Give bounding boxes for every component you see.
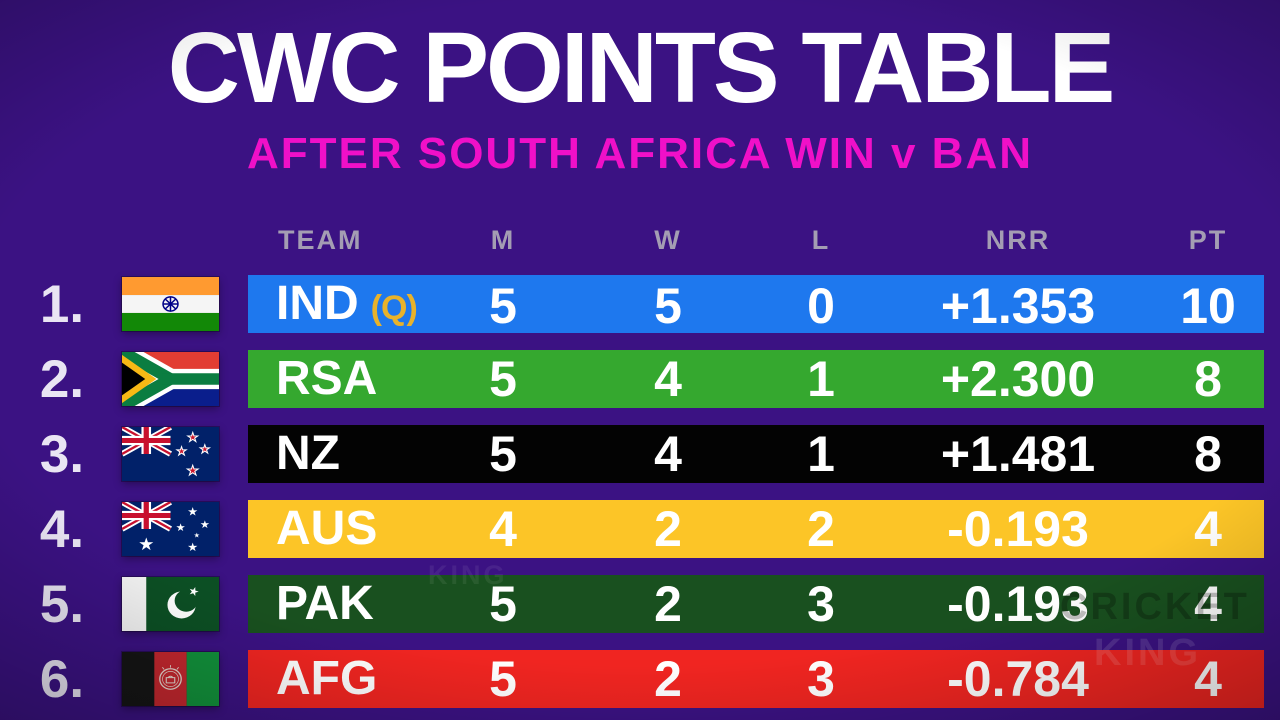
svg-text:★: ★ <box>176 521 186 534</box>
table-row: 6. AFG 5 2 3 -0. <box>0 649 1280 709</box>
svg-text:★: ★ <box>187 505 198 519</box>
rank-label: 2. <box>39 349 85 409</box>
table-header: TEAM M W L NRR PT <box>248 220 1264 260</box>
wins-value: 2 <box>654 501 682 557</box>
watermark-text: CRICKET <box>1060 586 1250 628</box>
table-row: 4. ★ ★ ★ ★ ★ ★ AUS <box>0 499 1280 559</box>
australia-flag-icon: ★ ★ ★ ★ ★ ★ <box>122 502 219 556</box>
losses-value: 0 <box>807 278 835 334</box>
table-row: 1. IND (Q) 5 5 0 +1.353 10 <box>0 274 1280 334</box>
matches-value: 5 <box>489 351 517 407</box>
matches-value: 5 <box>489 426 517 482</box>
svg-text:★: ★ <box>187 540 198 554</box>
watermark-text: KING <box>428 560 508 590</box>
team-bar: NZ 5 4 1 +1.481 8 <box>248 425 1264 483</box>
losses-value: 2 <box>807 501 835 557</box>
qualified-badge: (Q) <box>370 289 418 327</box>
column-header-losses: L <box>811 224 831 255</box>
losses-value: 1 <box>807 426 835 482</box>
india-flag-icon <box>122 277 219 331</box>
svg-text:★: ★ <box>176 444 187 458</box>
points-value: 8 <box>1194 351 1222 407</box>
nrr-value: -0.193 <box>947 501 1089 557</box>
table-row: 5. ★ PAK 5 2 3 -0.193 4 <box>0 574 1280 634</box>
team-bar: IND (Q) 5 5 0 +1.353 10 <box>248 275 1264 334</box>
team-bar: AUS 4 2 2 -0.193 4 <box>248 500 1264 558</box>
losses-value: 3 <box>807 576 835 632</box>
matches-value: 5 <box>489 576 517 632</box>
team-bar: AFG 5 2 3 -0.784 4 <box>248 650 1264 708</box>
svg-text:★: ★ <box>186 583 201 599</box>
points-value: 4 <box>1194 651 1222 707</box>
wins-value: 4 <box>654 351 682 407</box>
nrr-value: -0.784 <box>947 651 1089 707</box>
svg-text:★: ★ <box>200 518 210 531</box>
column-header-points: PT <box>1188 224 1228 255</box>
svg-text:★: ★ <box>187 431 199 446</box>
team-abbr: PAK <box>276 577 374 630</box>
rank-label: 3. <box>39 424 85 484</box>
matches-value: 5 <box>489 651 517 707</box>
team-abbr: AUS <box>276 502 378 555</box>
team-abbr: RSA <box>276 352 378 405</box>
page-title: CWC POINTS TABLE <box>167 12 1116 124</box>
column-header-team: TEAM <box>278 224 363 255</box>
team-abbr: AFG <box>276 652 378 705</box>
svg-text:★: ★ <box>199 442 210 456</box>
new-zealand-flag-icon: ★ ★ ★ ★ <box>122 427 219 481</box>
matches-value: 5 <box>489 278 517 334</box>
nrr-value: +1.353 <box>940 278 1096 334</box>
page-subtitle: AFTER SOUTH AFRICA WIN v BAN <box>246 129 1034 178</box>
points-value: 8 <box>1194 426 1222 482</box>
rank-label: 1. <box>39 274 85 334</box>
nrr-value: -0.193 <box>947 576 1089 632</box>
column-header-wins: W <box>654 224 682 255</box>
points-value: 10 <box>1180 278 1236 334</box>
watermark-text: KING <box>1094 632 1201 674</box>
team-abbr: NZ <box>276 427 340 480</box>
wins-value: 5 <box>654 278 682 334</box>
matches-value: 4 <box>489 501 517 557</box>
table-row: 3. ★ ★ ★ ★ NZ 5 4 1 <box>0 424 1280 484</box>
rank-label: 5. <box>39 574 85 634</box>
svg-text:★: ★ <box>194 532 200 540</box>
wins-value: 2 <box>654 576 682 632</box>
losses-value: 1 <box>807 351 835 407</box>
losses-value: 3 <box>807 651 835 707</box>
wins-value: 2 <box>654 651 682 707</box>
team-bar: RSA 5 4 1 +2.300 8 <box>248 350 1264 408</box>
nrr-value: +1.481 <box>940 426 1096 482</box>
points-value: 4 <box>1194 501 1222 557</box>
afghanistan-flag-icon <box>122 652 219 706</box>
rank-label: 6. <box>39 649 85 709</box>
svg-text:★: ★ <box>186 463 199 479</box>
team-bar: PAK 5 2 3 -0.193 4 <box>248 575 1264 633</box>
wins-value: 4 <box>654 426 682 482</box>
points-value: 4 <box>1194 576 1222 632</box>
svg-text:★: ★ <box>138 536 154 556</box>
rank-label: 4. <box>39 499 85 559</box>
team-abbr: IND <box>276 277 359 330</box>
column-header-nrr: NRR <box>985 224 1051 255</box>
column-header-matches: M <box>490 224 516 255</box>
table-row: 2. RSA 5 4 1 +2.300 8 <box>0 349 1280 409</box>
south-africa-flag-icon <box>122 352 219 406</box>
pakistan-flag-icon: ★ <box>122 577 219 631</box>
nrr-value: +2.300 <box>940 351 1096 407</box>
